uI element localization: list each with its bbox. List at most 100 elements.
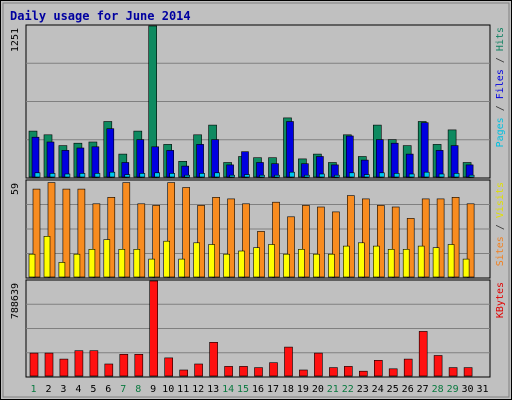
x-tick-label: 22 — [342, 384, 354, 395]
bar-visits-day-30 — [466, 203, 475, 278]
bar-kbytes-day-5 — [89, 350, 99, 377]
legend-part-1: / — [495, 99, 506, 117]
bar-sites-day-24 — [372, 245, 380, 278]
bar-files-day-29 — [450, 145, 459, 178]
bar-files-day-28 — [435, 150, 444, 178]
bar-visits-day-13 — [212, 197, 220, 278]
bar-sites-day-13 — [208, 244, 215, 278]
bar-kbytes-day-11 — [179, 369, 188, 377]
bar-kbytes-day-16 — [254, 367, 263, 377]
bar-kbytes-day-2 — [44, 352, 54, 377]
bar-pages-day-19 — [304, 174, 310, 178]
bar-sites-day-27 — [417, 245, 425, 278]
bar-files-day-8 — [136, 139, 145, 178]
bar-visits-day-18 — [287, 216, 295, 278]
bar-kbytes-day-27 — [418, 331, 428, 377]
x-tick-label: 11 — [177, 384, 189, 395]
bar-sites-day-17 — [268, 244, 275, 278]
x-tick-label: 4 — [75, 384, 81, 395]
bar-kbytes-day-29 — [448, 367, 458, 377]
bar-visits-day-14 — [227, 198, 235, 278]
chart-title: Daily usage for June 2014 — [10, 9, 191, 23]
bar-pages-day-1 — [34, 172, 41, 178]
bar-sites-day-16 — [253, 247, 260, 278]
x-tick-label: 1 — [30, 384, 36, 395]
bar-sites-day-15 — [238, 250, 245, 278]
bar-visits-day-20 — [317, 206, 325, 278]
bar-files-day-1 — [31, 136, 40, 178]
x-tick-label: 15 — [237, 384, 249, 395]
bar-pages-day-7 — [124, 174, 131, 178]
legend-part-0: Pages — [495, 117, 506, 147]
x-tick-label: 2 — [45, 384, 51, 395]
bar-kbytes-day-21 — [329, 367, 338, 377]
x-tick-label: 5 — [90, 384, 96, 395]
x-tick-label: 9 — [150, 384, 156, 395]
x-tick-label: 31 — [476, 384, 488, 395]
bar-pages-day-25 — [393, 173, 400, 178]
bar-files-day-16 — [256, 162, 264, 178]
x-tick-label: 12 — [192, 384, 204, 395]
bar-files-day-3 — [61, 150, 70, 178]
bar-sites-day-5 — [88, 249, 96, 278]
bar-pages-day-16 — [259, 174, 265, 178]
bar-files-day-26 — [405, 153, 414, 178]
bar-pages-day-14 — [229, 174, 235, 178]
x-tick-label: 30 — [461, 384, 473, 395]
x-tick-label: 21 — [327, 384, 339, 395]
bar-visits-day-5 — [92, 203, 101, 278]
bar-kbytes-day-7 — [119, 353, 129, 377]
bar-sites-day-9 — [148, 258, 155, 278]
bar-pages-day-15 — [244, 174, 250, 178]
bar-kbytes-day-24 — [373, 359, 383, 377]
panel-visits-sites: 59 Sites / Visits — [10, 179, 506, 279]
bar-files-day-18 — [286, 121, 294, 178]
bar-pages-day-30 — [468, 174, 475, 178]
bar-sites-day-2 — [43, 236, 51, 278]
bar-kbytes-day-1 — [29, 352, 39, 377]
x-tick-label: 29 — [447, 384, 459, 395]
bar-visits-day-23 — [361, 198, 370, 278]
bar-pages-day-27 — [423, 171, 430, 178]
bar-sites-day-3 — [58, 262, 66, 278]
bar-kbytes-day-19 — [299, 369, 308, 377]
bar-sites-day-28 — [432, 247, 440, 278]
bar-files-day-15 — [241, 151, 249, 178]
bar-sites-day-8 — [133, 249, 141, 278]
legend-visits-sites: Sites / Visits — [495, 182, 506, 266]
bar-visits-day-19 — [302, 205, 310, 278]
y-max-label: 59 — [10, 183, 21, 195]
bar-sites-day-25 — [387, 249, 395, 278]
bar-visits-day-1 — [32, 188, 41, 278]
bar-visits-day-2 — [47, 182, 56, 278]
bar-sites-day-1 — [28, 253, 36, 278]
bar-pages-day-9 — [154, 172, 160, 178]
legend-part-2: Visits — [495, 182, 506, 218]
bar-pages-day-11 — [184, 174, 190, 178]
legend-part-0: Sites — [495, 236, 506, 266]
legend-part-0: KBytes — [495, 282, 506, 318]
x-tick-label: 16 — [252, 384, 264, 395]
bar-visits-day-11 — [182, 187, 190, 278]
bar-visits-day-8 — [137, 203, 146, 278]
bar-sites-day-14 — [223, 253, 230, 278]
bar-files-day-5 — [91, 146, 100, 178]
bar-pages-day-10 — [169, 173, 175, 178]
bar-kbytes-day-26 — [403, 358, 413, 377]
x-tick-label: 6 — [105, 384, 111, 395]
bar-kbytes-day-30 — [463, 367, 473, 377]
bar-pages-day-4 — [79, 173, 86, 178]
bar-visits-day-24 — [376, 205, 385, 278]
bar-kbytes-day-10 — [164, 357, 173, 377]
bar-pages-day-24 — [378, 172, 385, 178]
x-tick-label: 24 — [372, 384, 384, 395]
bar-visits-day-28 — [436, 198, 445, 278]
bar-pages-day-20 — [319, 173, 325, 178]
bar-sites-day-4 — [73, 253, 81, 278]
bar-kbytes-day-25 — [388, 368, 398, 377]
bar-kbytes-day-17 — [269, 362, 278, 377]
bar-files-day-9 — [151, 146, 159, 178]
bar-sites-day-11 — [178, 258, 185, 278]
bar-pages-day-22 — [348, 172, 355, 178]
